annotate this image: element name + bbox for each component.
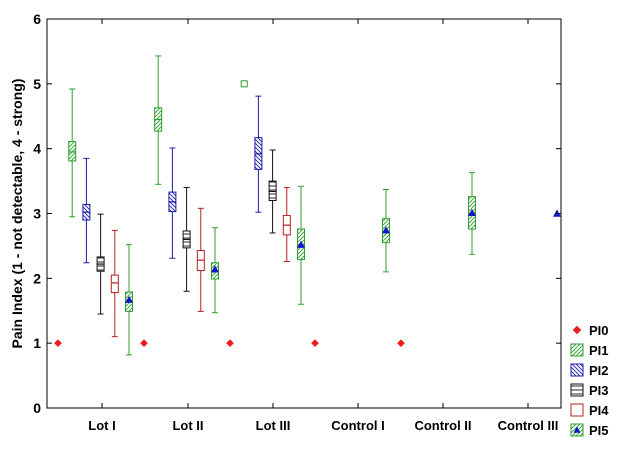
pi1-box	[68, 141, 77, 162]
x-tick-label: Control III	[498, 418, 559, 433]
pi5-point	[382, 226, 390, 234]
group-control-ii	[397, 172, 476, 348]
y-tick-label: 5	[33, 76, 41, 92]
x-tick-label: Control I	[331, 418, 384, 433]
x-tick-label: Lot II	[172, 418, 203, 433]
y-tick-label: 4	[33, 141, 41, 157]
group-lot-i	[54, 88, 133, 356]
pi1-outlier	[240, 80, 248, 88]
legend: PI0 PI1 PI2 PI3 PI4 PI5	[570, 323, 609, 438]
y-tick-label: 3	[33, 206, 41, 222]
y-tick-label: 0	[33, 400, 41, 416]
legend-item-pi3: PI3	[570, 383, 609, 398]
pi4-box	[110, 274, 119, 294]
plot-frame	[46, 18, 562, 409]
legend-swatch-pi3	[570, 383, 584, 397]
y-axis-label: Pain Index (1 - not detectable, 4 - stro…	[9, 79, 25, 349]
pi0-point	[226, 339, 234, 348]
pi5-point	[468, 208, 476, 217]
pi0-point	[397, 339, 405, 348]
legend-item-pi1: PI1	[570, 343, 609, 358]
x-tick-label: Lot III	[256, 418, 291, 433]
y-tick-label: 2	[33, 270, 41, 286]
legend-swatch-pi1	[570, 343, 584, 357]
legend-label-pi1: PI1	[589, 343, 609, 358]
legend-swatch-pi2	[570, 363, 584, 377]
pi0-point	[311, 339, 319, 348]
legend-label-pi2: PI2	[589, 363, 609, 378]
legend-item-pi4: PI4	[570, 403, 609, 418]
legend-label-pi0: PI0	[589, 323, 609, 338]
pi5-point	[125, 295, 133, 303]
legend-item-pi0: PI0	[572, 323, 609, 338]
legend-swatch-pi0	[572, 325, 582, 335]
group-lot-iii	[226, 80, 305, 348]
legend-label-pi4: PI4	[589, 403, 609, 418]
pi5-point	[297, 240, 305, 248]
x-tick-label: Control II	[414, 418, 471, 433]
legend-label-pi3: PI3	[589, 383, 609, 398]
group-control-i	[311, 189, 390, 348]
legend-swatch-pi4	[570, 403, 584, 417]
x-tick-label: Lot I	[88, 418, 115, 433]
pi5-point	[211, 265, 219, 273]
group-lot-ii	[140, 55, 219, 348]
y-tick-label: 1	[33, 335, 41, 351]
y-tick-label: 6	[33, 11, 41, 27]
pi0-point	[54, 339, 62, 348]
pi3-box	[268, 180, 277, 202]
legend-item-pi2: PI2	[570, 363, 609, 378]
legend-label-pi5: PI5	[589, 423, 609, 438]
pi0-point	[140, 339, 148, 348]
legend-marker-pi5	[573, 426, 581, 433]
legend-item-pi5: PI5	[570, 423, 609, 438]
